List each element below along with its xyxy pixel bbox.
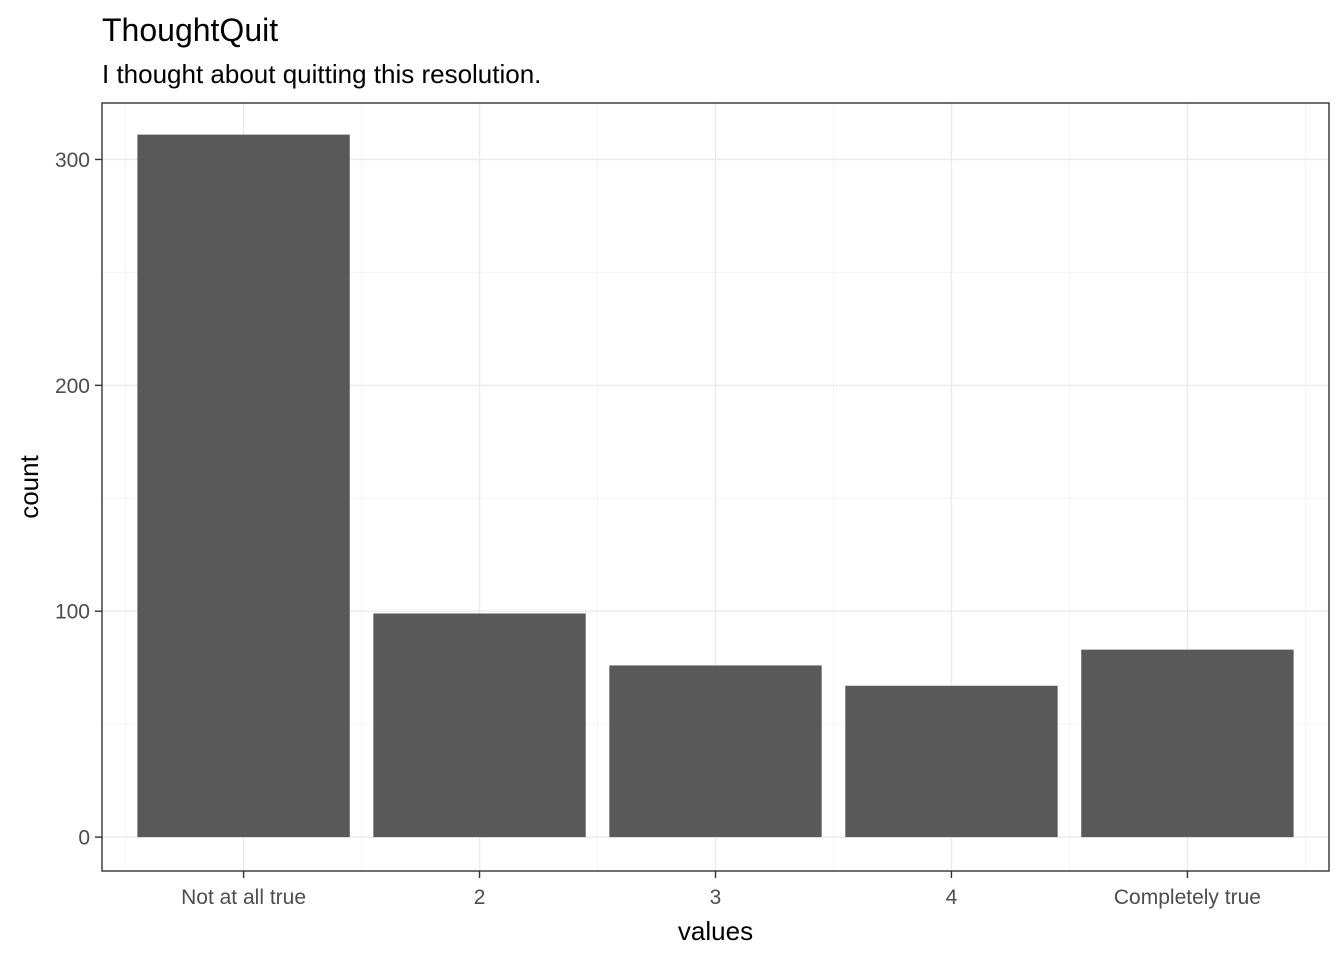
x-axis-title: values (678, 916, 753, 946)
y-tick-label: 0 (78, 827, 90, 850)
y-axis: 0 100 200 300 (55, 149, 102, 850)
x-tick-label: 2 (474, 886, 486, 909)
x-axis: Not at all true 2 3 4 Completely true (181, 871, 1261, 909)
y-tick-label: 200 (55, 375, 90, 398)
bar-4 (845, 685, 1058, 838)
y-tick-label: 300 (55, 149, 90, 172)
bar-5 (1081, 649, 1294, 838)
x-tick-label: Completely true (1114, 886, 1261, 909)
bar-2 (373, 613, 586, 838)
y-tick-label: 100 (55, 601, 90, 624)
bar-3 (609, 665, 822, 838)
x-tick-label: 4 (946, 886, 958, 909)
x-tick-label: Not at all true (181, 886, 306, 909)
chart-subtitle: I thought about quitting this resolution… (102, 59, 541, 89)
bars (137, 134, 1294, 838)
x-tick-label: 3 (710, 886, 722, 909)
bar-1 (137, 134, 350, 838)
chart-title: ThoughtQuit (102, 12, 278, 48)
y-axis-title: count (14, 454, 44, 518)
